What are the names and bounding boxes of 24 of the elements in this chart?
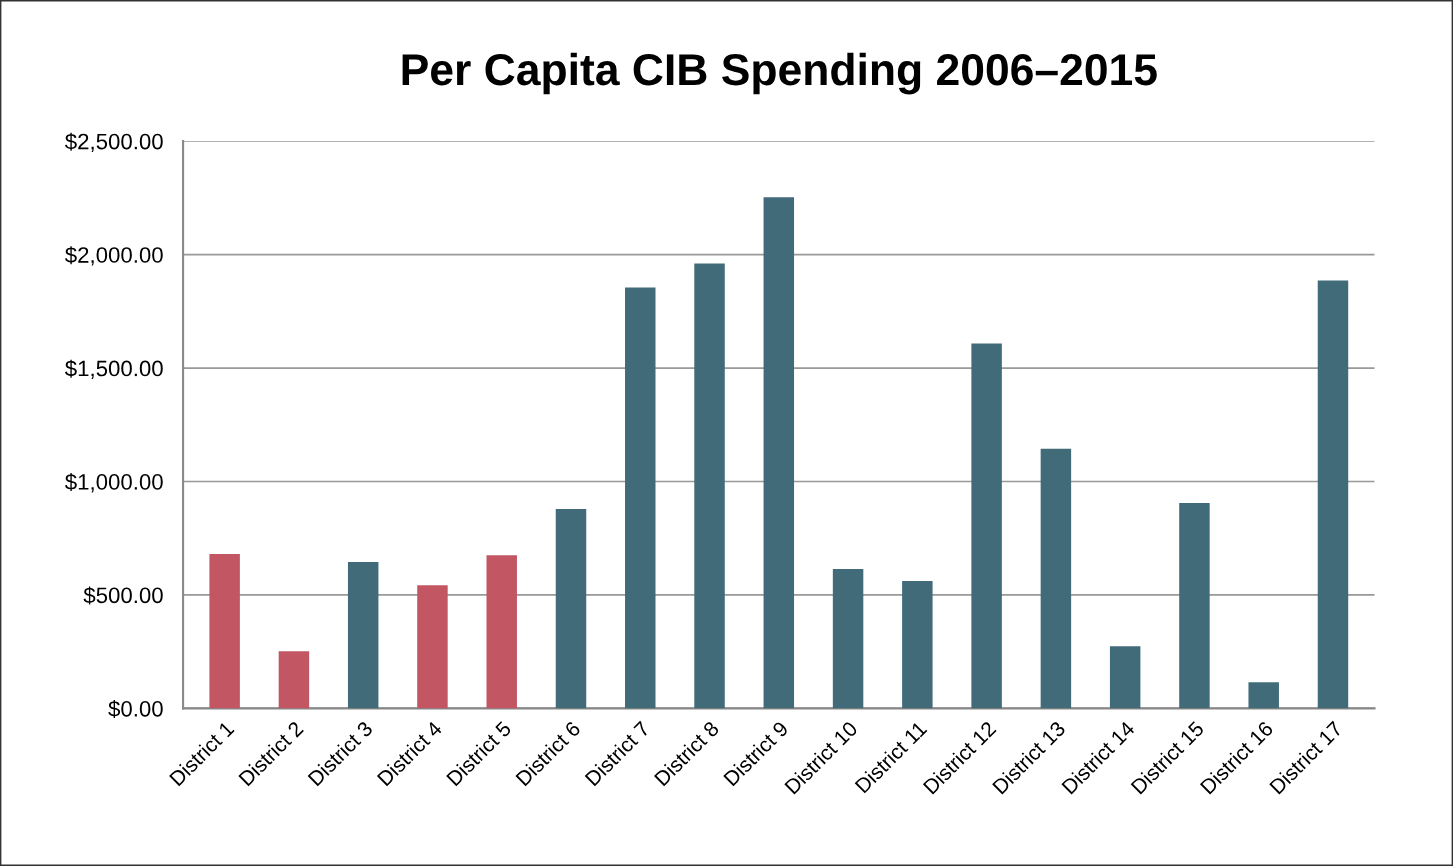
bar	[1317, 280, 1349, 709]
bar	[971, 343, 1002, 709]
bar	[832, 569, 864, 709]
bar	[694, 263, 725, 709]
bar	[555, 508, 587, 709]
y-tick-label: $1,500.00	[65, 359, 163, 379]
y-tick-label: $1,000.00	[65, 473, 163, 493]
y-tick-label: $500.00	[83, 586, 163, 605]
bar	[625, 287, 656, 709]
bar	[902, 581, 933, 709]
bar	[1248, 682, 1279, 709]
bar	[1109, 646, 1141, 709]
bar	[1179, 503, 1210, 709]
bar	[417, 585, 448, 709]
y-tick-label: $0.00	[108, 699, 163, 718]
y-tick-label: $2,500.00	[65, 132, 163, 153]
bar	[763, 197, 795, 709]
chart-title: Per Capita CIB Spending 2006–2015	[402, 52, 1157, 95]
bar	[486, 555, 517, 709]
bar	[1040, 448, 1072, 709]
y-tick-label: $2,000.00	[65, 246, 163, 266]
bar	[209, 554, 240, 709]
bar	[278, 651, 310, 709]
bar	[347, 562, 379, 709]
